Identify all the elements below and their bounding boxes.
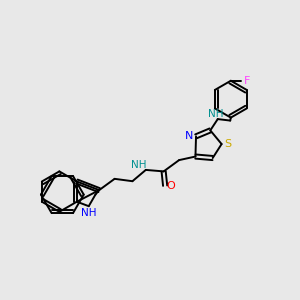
- Text: O: O: [166, 181, 175, 191]
- Text: S: S: [225, 139, 232, 149]
- Text: N: N: [185, 131, 194, 141]
- Text: NH: NH: [81, 208, 97, 218]
- Text: F: F: [243, 76, 250, 86]
- Text: NH: NH: [130, 160, 146, 170]
- Text: NH: NH: [208, 109, 224, 119]
